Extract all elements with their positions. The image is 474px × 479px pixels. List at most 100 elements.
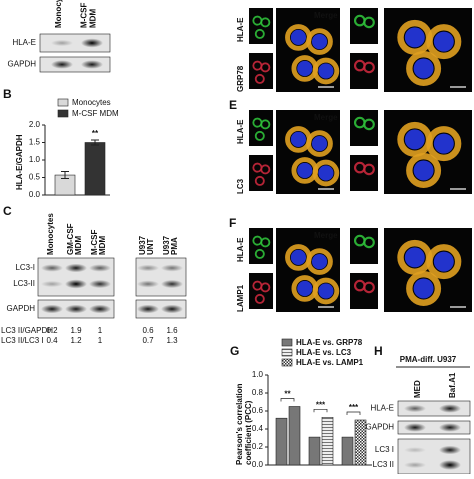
cell: [254, 293, 265, 304]
blot-band: [161, 304, 183, 314]
blot-band: [65, 263, 87, 273]
y-axis-label: HLA-E/GAPDH: [15, 134, 24, 190]
quant-label: LC3 II/LC3 I: [1, 336, 44, 345]
blot-band: [137, 304, 159, 314]
channel-label: LC3: [236, 178, 245, 194]
row-label: GAPDH: [7, 304, 36, 313]
micrograph: [350, 53, 378, 89]
y-tick-label: 0.0: [252, 460, 264, 469]
nucleus: [413, 278, 434, 299]
quant-label: LC3 II/GAPDH: [1, 326, 53, 335]
blot-band: [439, 404, 461, 413]
row-label: HLA-E: [12, 38, 36, 47]
micrograph: [350, 273, 378, 309]
merge-label: Merge: [314, 11, 338, 20]
cell: [306, 248, 333, 275]
significance: **: [92, 129, 99, 138]
cell: [406, 152, 442, 188]
cell: [254, 73, 265, 84]
panel-letter: F: [229, 216, 236, 230]
panel-letter: H: [374, 344, 383, 358]
blot-band: [51, 60, 73, 69]
y-tick-label: 1.0: [252, 370, 264, 379]
cell: [312, 277, 340, 305]
column-label: MED: [413, 380, 422, 398]
quant-value: 1.2: [70, 336, 82, 345]
channel-label: LAMP1: [236, 284, 245, 312]
blot-band: [161, 264, 183, 272]
cell: [406, 270, 442, 306]
blot-band: [404, 423, 426, 432]
blot-band: [65, 304, 87, 314]
nucleus: [297, 60, 313, 77]
cell: [260, 164, 271, 175]
blot-band: [41, 264, 63, 272]
merge-label: Merge: [314, 231, 338, 240]
blot-band: [161, 279, 183, 289]
nucleus: [290, 29, 307, 46]
blot: [135, 257, 187, 297]
column-label: MDM: [74, 236, 83, 255]
cell: [260, 237, 271, 248]
y-tick-label: 2.0: [29, 120, 41, 129]
significance: **: [284, 390, 291, 399]
nucleus: [311, 33, 328, 50]
quant-value: 1.3: [166, 336, 178, 345]
cell: [363, 281, 375, 294]
blot: [39, 33, 111, 53]
legend-label: M-CSF MDM: [72, 109, 119, 118]
bar: [288, 406, 301, 466]
nucleus: [433, 251, 454, 272]
quant-value: 0.4: [46, 336, 58, 345]
cell: [426, 24, 462, 60]
y-tick-label: 0.2: [252, 442, 264, 451]
quant-value: 0.7: [142, 336, 154, 345]
legend-label: HLA-E vs. LAMP1: [296, 358, 364, 367]
quant-value: 1.9: [70, 326, 82, 335]
panel-title: PMA-diff. U937: [400, 355, 457, 364]
channel-label: HLA-E: [236, 237, 245, 262]
panel-letter: E: [229, 98, 237, 112]
cell: [254, 130, 265, 141]
legend-swatch: [281, 358, 293, 367]
cell: [312, 57, 340, 85]
nucleus: [290, 249, 307, 266]
column-label: M-CSF: [80, 3, 89, 28]
quant-value: 1: [98, 336, 103, 345]
legend-swatch: [57, 109, 69, 118]
bar: [341, 436, 354, 466]
nucleus: [433, 31, 454, 52]
nucleus: [318, 283, 334, 299]
bar: [308, 436, 321, 466]
column-label: UNT: [146, 238, 155, 255]
blot-band: [81, 38, 103, 48]
y-axis-label: Pearson's correlation: [235, 383, 244, 465]
bar: [354, 419, 367, 466]
nucleus: [311, 135, 328, 152]
cell: [260, 62, 271, 73]
micrograph: [350, 110, 378, 146]
blot-band: [439, 460, 461, 470]
blot-band: [89, 304, 111, 314]
quant-value: 1.6: [166, 326, 178, 335]
cell: [254, 175, 265, 186]
nucleus: [311, 253, 328, 270]
row-label: GAPDH: [366, 423, 395, 432]
error-bar: [61, 171, 69, 180]
column-label: Monocytes: [46, 213, 55, 255]
quant-value: 0.6: [142, 326, 154, 335]
nucleus: [297, 280, 313, 297]
cell: [312, 159, 340, 187]
nucleus: [318, 165, 334, 181]
cell: [363, 61, 375, 74]
column-label: MDM: [98, 236, 107, 255]
cell: [426, 244, 462, 280]
y-tick-label: 0.4: [252, 424, 264, 433]
blot-band: [439, 423, 461, 432]
error-bar: [91, 139, 99, 146]
row-label: LC3 II: [373, 460, 394, 469]
nucleus: [404, 247, 425, 268]
cell: [363, 163, 375, 176]
nucleus: [413, 160, 434, 181]
